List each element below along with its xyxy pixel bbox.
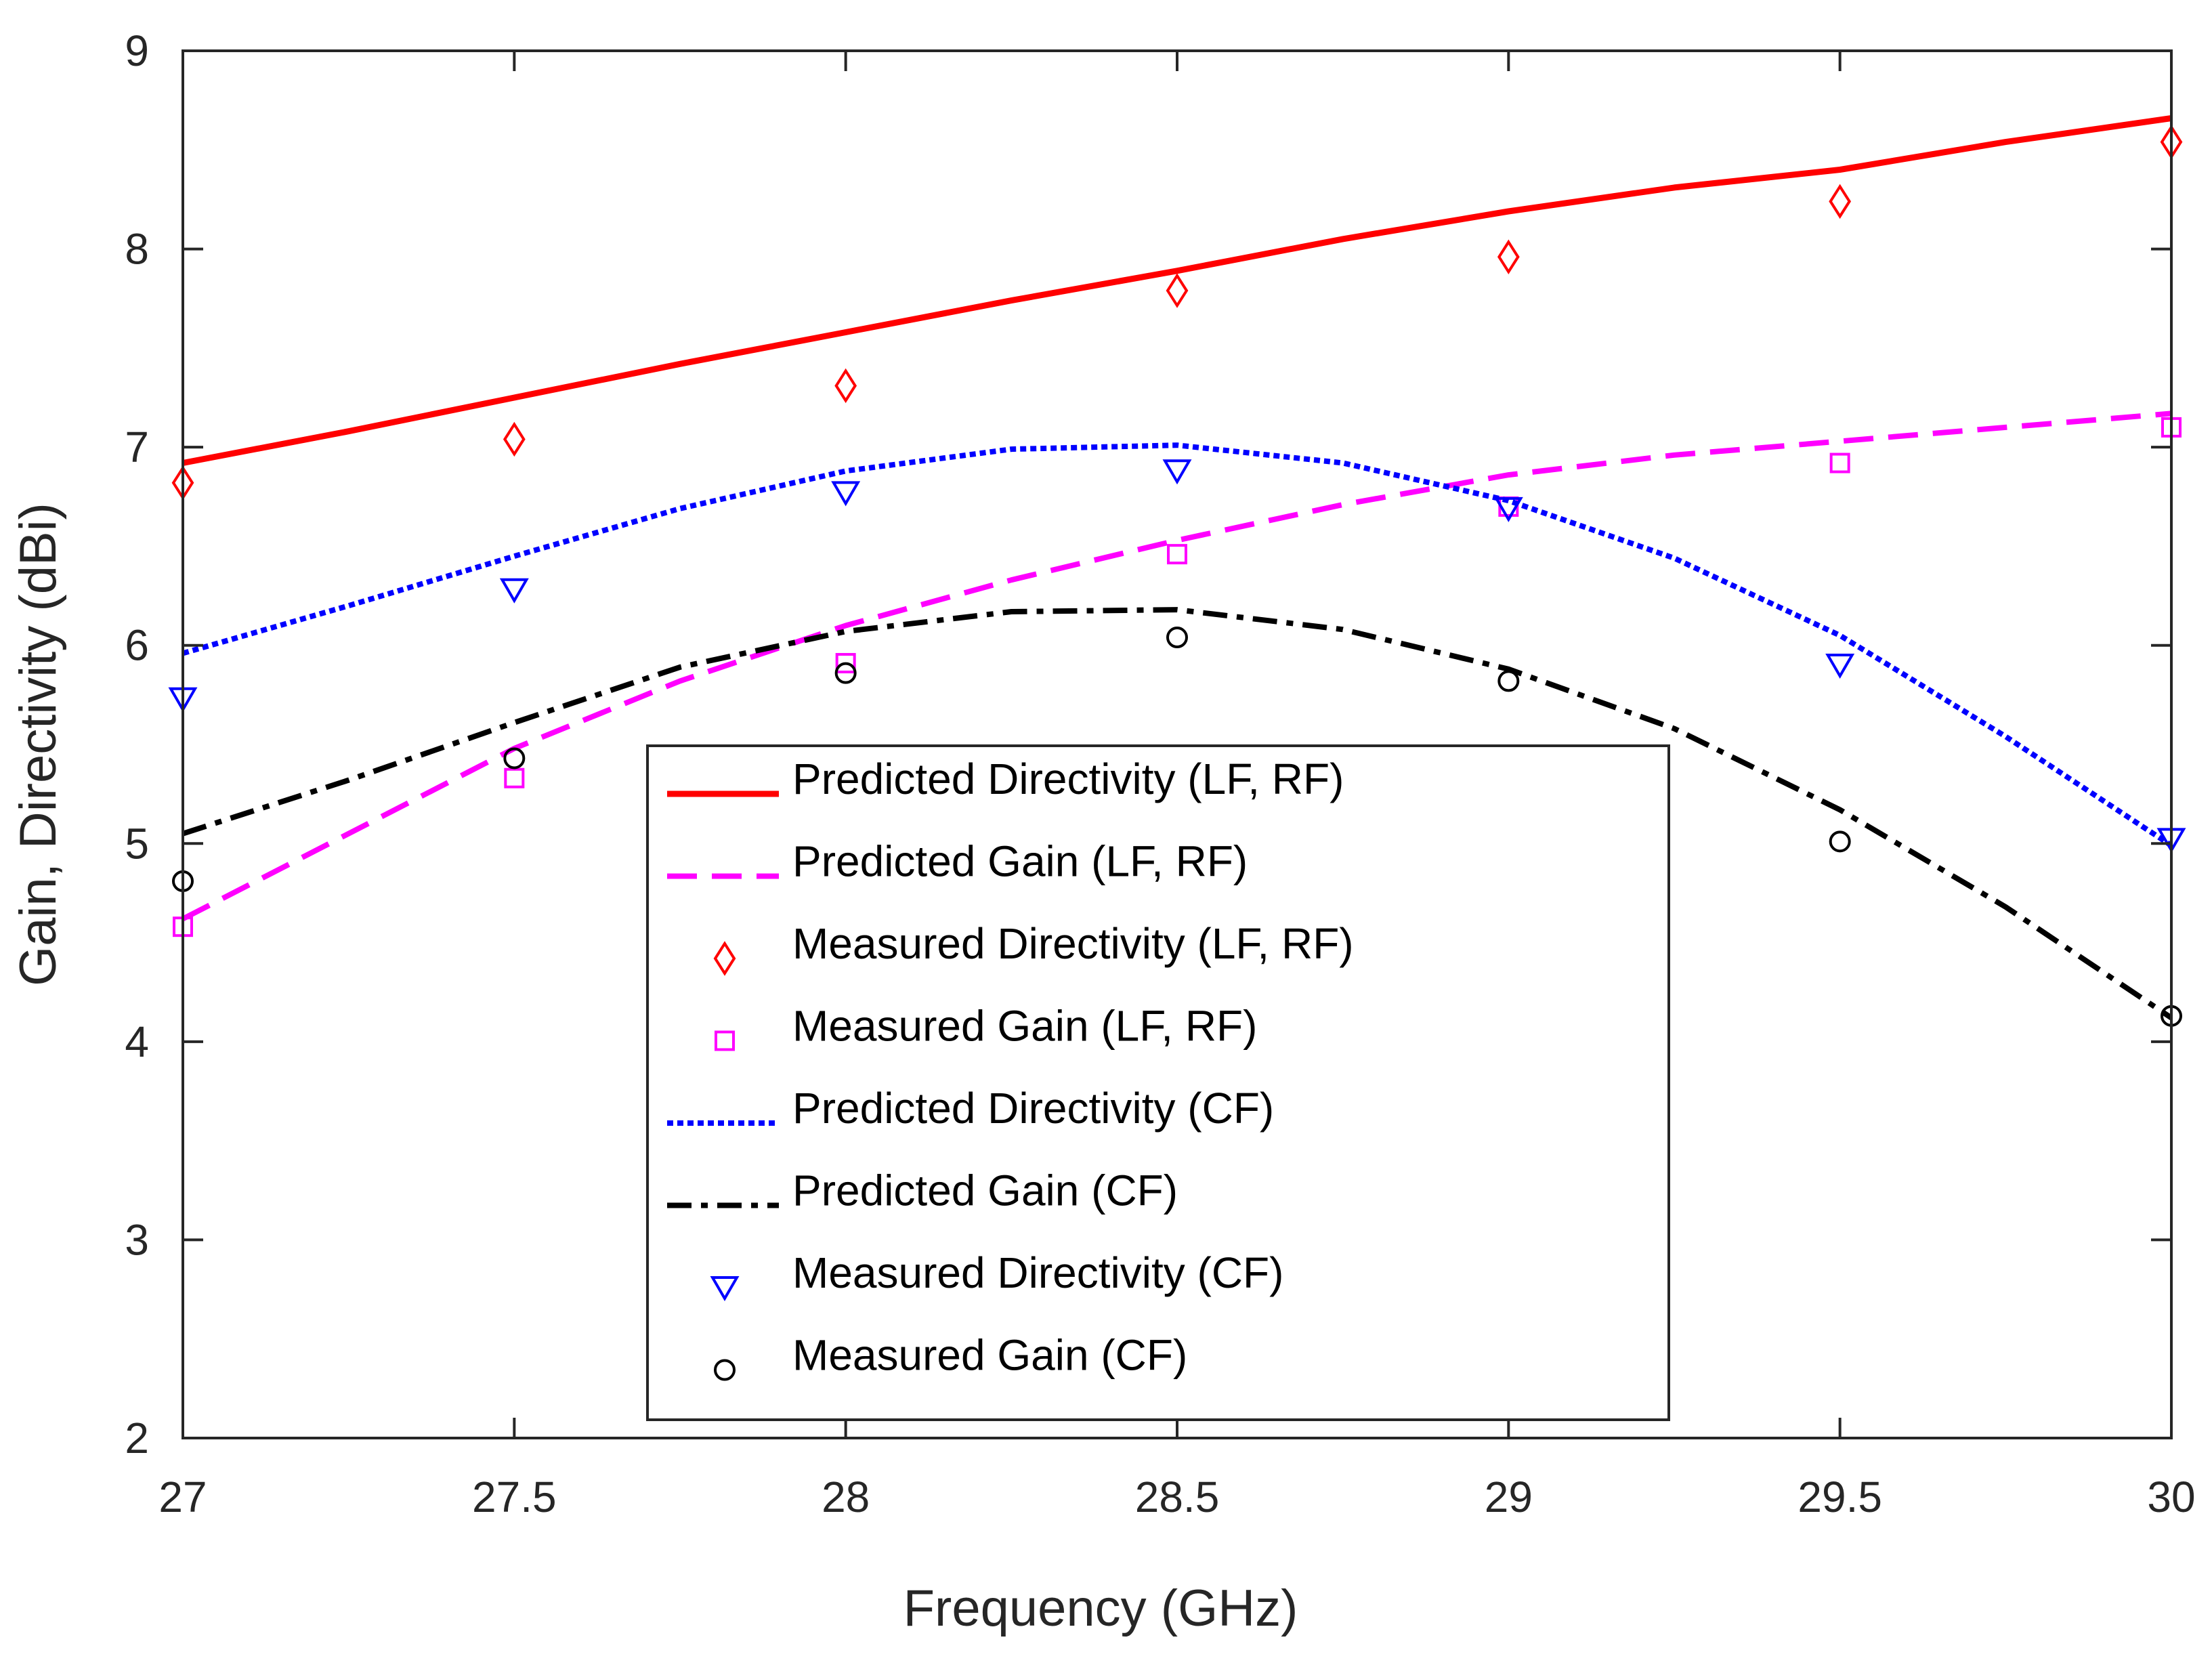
x-tick-label: 27.5: [472, 1473, 557, 1521]
data-point-measured-directivity-lf-rf-3: [1166, 273, 1189, 308]
legend-label-measured-gain-cf: Measured Gain (CF): [792, 1331, 1187, 1380]
y-tick-label: 8: [125, 225, 149, 274]
series-line-predicted-directivity-cf: [182, 442, 2173, 848]
legend-box: [646, 744, 1670, 1421]
series-line-predicted-directivity-lf-rf: [182, 115, 2172, 466]
data-point-measured-directivity-cf-3: [1162, 459, 1192, 485]
y-axis-label: Gain, Directivity (dBi): [9, 503, 67, 986]
legend-items: Predicted Directivity (LF, RF) Predicted …: [667, 755, 1354, 1381]
legend-label-measured-gain-lf-rf: Measured Gain (LF, RF): [792, 1002, 1257, 1051]
legend-label-predicted-directivity-cf: Predicted Directivity (CF): [792, 1084, 1274, 1133]
data-point-measured-gain-cf-2: [834, 662, 857, 684]
data-point-measured-directivity-cf-2: [831, 481, 861, 507]
data-point-measured-gain-lf-rf-2: [835, 653, 856, 674]
legend-swatch-measured-gain-cf: [714, 1359, 736, 1381]
series-markers-measured-directivity-lf-rf: [171, 124, 2183, 501]
data-point-measured-directivity-cf-4: [1493, 497, 1523, 522]
tick-layer: 27 27.5 28 28.5 29 29.5 30 2 3 4 5 6 7 8 9: [125, 26, 2195, 1521]
legend-label-predicted-gain-lf-rf: Predicted Gain (LF, RF): [792, 837, 1248, 886]
legend-swatch-measured-gain-lf-rf: [715, 1030, 735, 1051]
data-point-measured-directivity-lf-rf-5: [1829, 184, 1852, 219]
legend-label-predicted-gain-cf: Predicted Gain (CF): [792, 1166, 1178, 1215]
x-tick-label: 30: [2147, 1473, 2195, 1521]
y-tick-label: 7: [125, 423, 149, 471]
y-tick-label: 2: [125, 1414, 149, 1462]
x-tick-label: 29.5: [1798, 1473, 1882, 1521]
legend-swatch-measured-directivity-lf-rf: [713, 941, 736, 976]
x-tick-label: 28.5: [1135, 1473, 1220, 1521]
data-point-measured-directivity-lf-rf-2: [834, 368, 857, 404]
y-tick-label: 3: [125, 1215, 149, 1264]
y-tick-label: 4: [125, 1017, 149, 1066]
x-axis-label: Frequency (GHz): [903, 1580, 1298, 1637]
data-point-measured-gain-cf-1: [503, 747, 526, 769]
data-point-measured-gain-lf-rf-1: [504, 767, 525, 788]
data-point-measured-directivity-lf-rf-1: [503, 421, 526, 457]
legend-swatch-measured-directivity-cf: [710, 1276, 740, 1301]
x-tick-label: 27: [158, 1473, 207, 1521]
legend: Predicted Directivity (LF, RF) Predicted …: [646, 744, 1670, 1421]
data-point-measured-gain-lf-rf-3: [1167, 544, 1187, 565]
x-tick-label: 29: [1485, 1473, 1533, 1521]
legend-label-predicted-directivity-lf-rf: Predicted Directivity (LF, RF): [792, 755, 1344, 803]
legend-label-measured-directivity-cf: Measured Directivity (CF): [792, 1248, 1283, 1297]
data-point-measured-directivity-lf-rf-4: [1497, 239, 1520, 274]
data-point-measured-gain-cf-4: [1497, 670, 1520, 692]
y-tick-label: 5: [125, 819, 149, 868]
data-point-measured-directivity-cf-1: [499, 578, 529, 604]
series-line-predicted-gain-cf: [182, 607, 2173, 1021]
data-point-measured-directivity-cf-5: [1825, 653, 1855, 679]
data-point-measured-gain-lf-rf-5: [1829, 452, 1850, 473]
y-tick-label: 6: [125, 621, 149, 670]
series-layer: [168, 115, 2186, 1027]
data-point-measured-gain-cf-5: [1829, 830, 1851, 853]
y-tick-label: 9: [125, 26, 149, 75]
x-tick-label: 28: [822, 1473, 870, 1521]
data-point-measured-gain-cf-3: [1166, 627, 1188, 649]
legend-label-measured-directivity-lf-rf: Measured Directivity (LF, RF): [792, 919, 1354, 968]
